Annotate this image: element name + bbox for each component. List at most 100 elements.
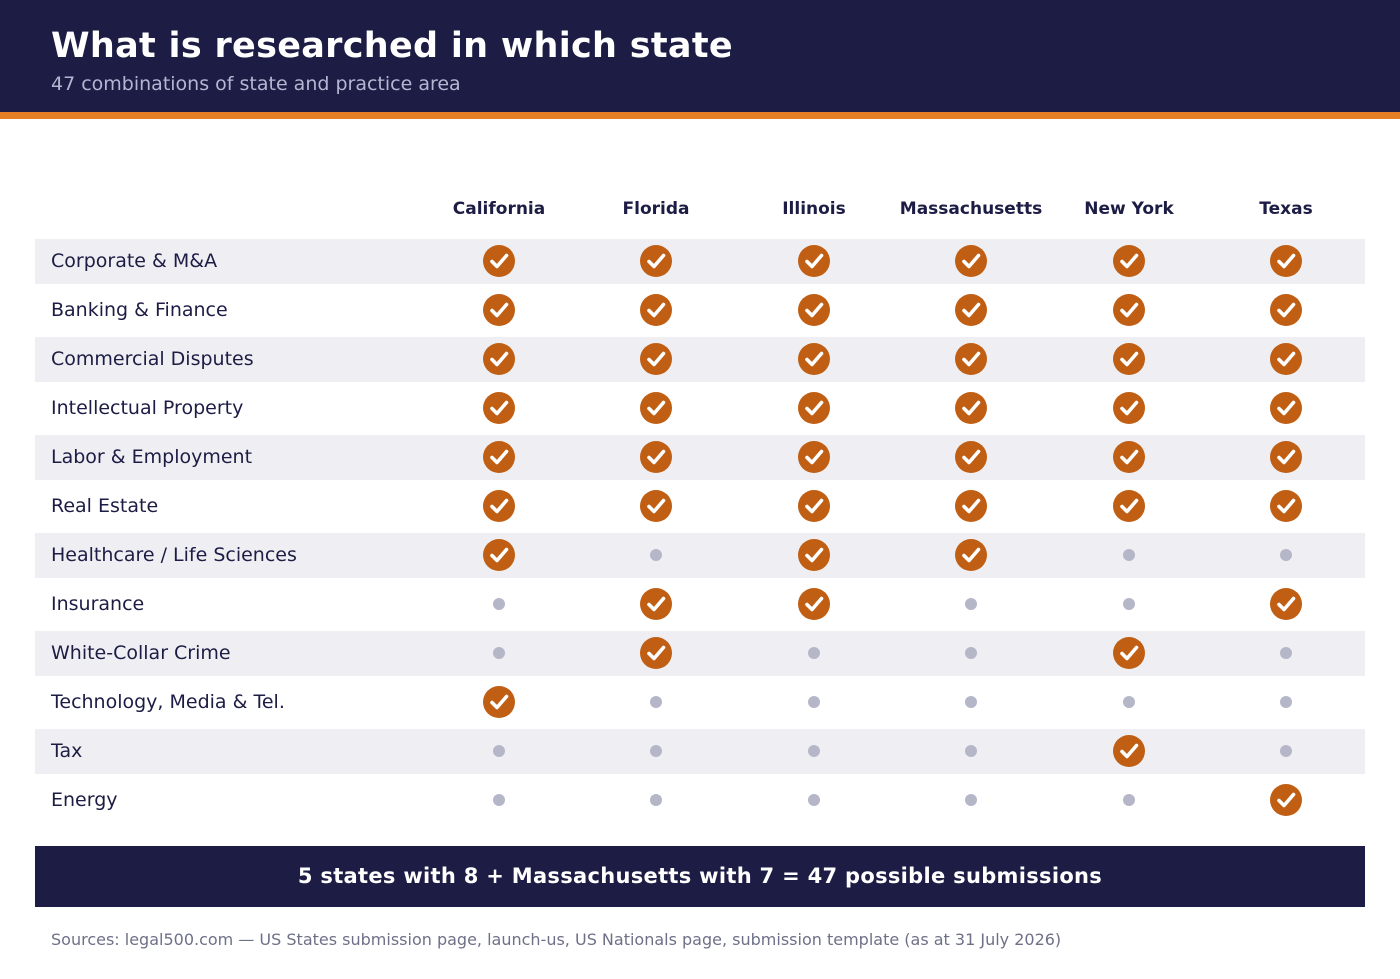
check-circle-icon [798, 490, 830, 522]
check-circle-icon [640, 588, 672, 620]
column-header-florida: Florida [622, 199, 690, 219]
check-circle-icon [640, 343, 672, 375]
check-circle-icon [483, 539, 515, 571]
check-circle-icon [798, 294, 830, 326]
practice-area-label: Intellectual Property [51, 397, 244, 419]
check-circle-icon [955, 294, 987, 326]
check-circle-icon [955, 539, 987, 571]
check-circle-icon [798, 441, 830, 473]
check-circle-icon [640, 392, 672, 424]
table-row: Insurance [35, 582, 1365, 627]
column-header-new-york: New York [1084, 199, 1174, 219]
dot-icon [1123, 598, 1135, 610]
check-circle-icon [640, 490, 672, 522]
practice-area-label: Corporate & M&A [51, 250, 218, 272]
check-circle-icon [1113, 490, 1145, 522]
check-circle-icon [483, 490, 515, 522]
column-header-texas: Texas [1259, 199, 1313, 219]
dot-icon [965, 745, 977, 757]
check-circle-icon [1270, 245, 1302, 277]
table-row: Banking & Finance [35, 288, 1365, 333]
check-circle-icon [1113, 245, 1145, 277]
table-row: White-Collar Crime [35, 631, 1365, 676]
practice-area-label: Banking & Finance [51, 299, 228, 321]
check-circle-icon [483, 294, 515, 326]
dot-icon [808, 794, 820, 806]
check-circle-icon [483, 245, 515, 277]
accent-divider [0, 112, 1400, 119]
dot-icon [1280, 647, 1292, 659]
practice-area-label: White-Collar Crime [51, 642, 231, 664]
dot-icon [493, 647, 505, 659]
table-row: Labor & Employment [35, 435, 1365, 480]
page-title: What is researched in which state [51, 26, 733, 66]
sources-note: Sources: legal500.com — US States submis… [51, 930, 1062, 949]
column-header-illinois: Illinois [782, 199, 846, 219]
table-row: Intellectual Property [35, 386, 1365, 431]
check-circle-icon [1113, 294, 1145, 326]
dot-icon [1280, 549, 1292, 561]
check-circle-icon [640, 245, 672, 277]
check-circle-icon [1270, 294, 1302, 326]
check-circle-icon [1270, 441, 1302, 473]
dot-icon [965, 598, 977, 610]
check-circle-icon [483, 441, 515, 473]
practice-area-label: Tax [51, 740, 83, 762]
check-circle-icon [955, 343, 987, 375]
dot-icon [650, 549, 662, 561]
dot-icon [808, 745, 820, 757]
dot-icon [493, 794, 505, 806]
dot-icon [1123, 549, 1135, 561]
practice-area-label: Labor & Employment [51, 446, 253, 468]
check-circle-icon [1270, 784, 1302, 816]
table-row: Corporate & M&A [35, 239, 1365, 284]
dot-icon [493, 598, 505, 610]
practice-area-label: Commercial Disputes [51, 348, 254, 370]
dot-icon [965, 696, 977, 708]
check-circle-icon [798, 392, 830, 424]
dot-icon [965, 647, 977, 659]
check-circle-icon [483, 392, 515, 424]
check-circle-icon [1270, 588, 1302, 620]
dot-icon [650, 696, 662, 708]
check-circle-icon [1113, 735, 1145, 767]
page-subtitle: 47 combinations of state and practice ar… [51, 73, 461, 95]
dot-icon [965, 794, 977, 806]
check-circle-icon [1270, 392, 1302, 424]
check-circle-icon [955, 392, 987, 424]
table-row: Energy [35, 778, 1365, 823]
check-circle-icon [640, 294, 672, 326]
check-circle-icon [1113, 637, 1145, 669]
table-row: Tax [35, 729, 1365, 774]
check-circle-icon [955, 490, 987, 522]
header-banner: What is researched in which state 47 com… [0, 0, 1400, 112]
dot-icon [1280, 696, 1292, 708]
check-circle-icon [1113, 343, 1145, 375]
practice-area-label: Insurance [51, 593, 145, 615]
check-circle-icon [640, 637, 672, 669]
check-circle-icon [955, 441, 987, 473]
check-circle-icon [798, 588, 830, 620]
dot-icon [808, 647, 820, 659]
dot-icon [650, 794, 662, 806]
dot-icon [493, 745, 505, 757]
dot-icon [1280, 745, 1292, 757]
table-row: Healthcare / Life Sciences [35, 533, 1365, 578]
column-header-massachusetts: Massachusetts [899, 199, 1043, 219]
dot-icon [1123, 696, 1135, 708]
table-row: Commercial Disputes [35, 337, 1365, 382]
check-circle-icon [955, 245, 987, 277]
column-header-california: California [452, 199, 546, 219]
check-circle-icon [1113, 441, 1145, 473]
check-circle-icon [798, 539, 830, 571]
check-circle-icon [640, 441, 672, 473]
practice-area-label: Energy [51, 789, 118, 811]
dot-icon [1123, 794, 1135, 806]
check-circle-icon [483, 343, 515, 375]
table-row: Real Estate [35, 484, 1365, 529]
practice-area-label: Healthcare / Life Sciences [51, 544, 297, 566]
dot-icon [808, 696, 820, 708]
check-circle-icon [1113, 392, 1145, 424]
practice-area-label: Real Estate [51, 495, 159, 517]
practice-area-label: Technology, Media & Tel. [51, 691, 285, 713]
